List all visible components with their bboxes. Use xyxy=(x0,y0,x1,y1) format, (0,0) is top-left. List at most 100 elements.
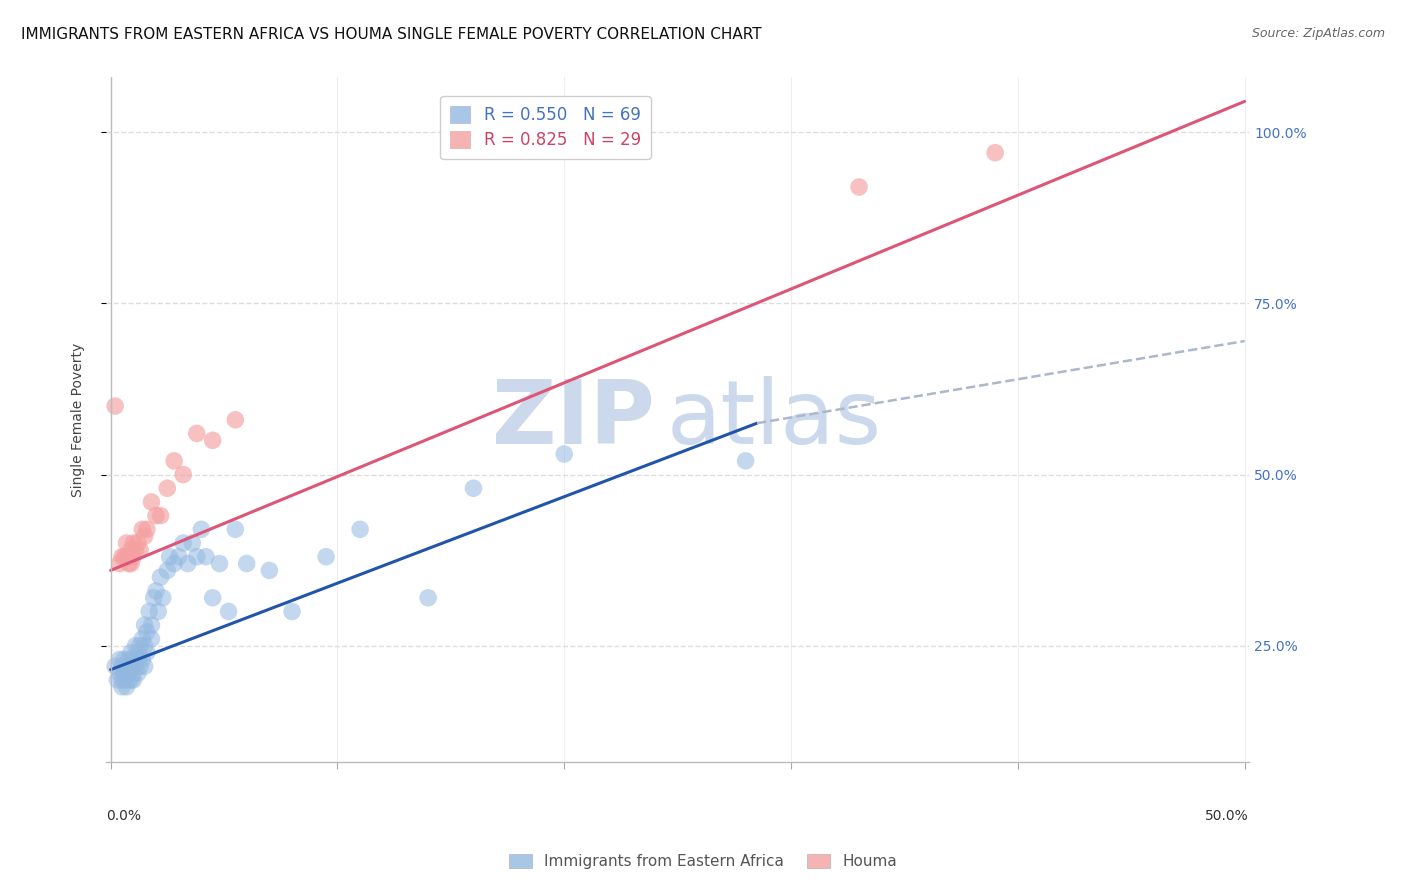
Point xyxy=(107,673,129,687)
Point xyxy=(141,618,163,632)
Point xyxy=(177,557,200,571)
Point xyxy=(418,591,440,605)
Point xyxy=(134,618,156,632)
Point xyxy=(127,666,149,681)
Point xyxy=(349,522,371,536)
Point xyxy=(224,522,246,536)
Text: 50.0%: 50.0% xyxy=(1205,809,1249,823)
Point xyxy=(120,542,142,557)
Point xyxy=(156,481,179,495)
Point xyxy=(127,652,149,666)
Point xyxy=(124,659,146,673)
Point xyxy=(463,481,485,495)
Point xyxy=(127,536,149,550)
Point xyxy=(115,666,138,681)
Point xyxy=(111,673,134,687)
Point xyxy=(135,646,157,660)
Point xyxy=(115,680,138,694)
Point xyxy=(134,659,156,673)
Point xyxy=(127,646,149,660)
Y-axis label: Single Female Poverty: Single Female Poverty xyxy=(72,343,86,497)
Point xyxy=(112,549,135,564)
Point xyxy=(124,639,146,653)
Point xyxy=(163,557,186,571)
Legend: R = 0.550   N = 69, R = 0.825   N = 29: R = 0.550 N = 69, R = 0.825 N = 29 xyxy=(440,96,651,159)
Point xyxy=(138,605,160,619)
Text: IMMIGRANTS FROM EASTERN AFRICA VS HOUMA SINGLE FEMALE POVERTY CORRELATION CHART: IMMIGRANTS FROM EASTERN AFRICA VS HOUMA … xyxy=(21,27,762,42)
Text: Source: ZipAtlas.com: Source: ZipAtlas.com xyxy=(1251,27,1385,40)
Point xyxy=(111,659,134,673)
Legend: Immigrants from Eastern Africa, Houma: Immigrants from Eastern Africa, Houma xyxy=(503,848,903,875)
Point xyxy=(135,522,157,536)
Point xyxy=(122,549,145,564)
Point xyxy=(141,632,163,646)
Point xyxy=(122,659,145,673)
Point xyxy=(118,549,141,564)
Point xyxy=(848,180,870,194)
Point xyxy=(134,639,156,653)
Text: ZIP: ZIP xyxy=(492,376,655,463)
Point xyxy=(118,659,141,673)
Point xyxy=(186,549,208,564)
Point xyxy=(142,591,165,605)
Point xyxy=(141,495,163,509)
Point xyxy=(122,536,145,550)
Point xyxy=(122,666,145,681)
Point xyxy=(112,652,135,666)
Point xyxy=(148,605,170,619)
Point xyxy=(149,570,172,584)
Text: 0.0%: 0.0% xyxy=(105,809,141,823)
Point xyxy=(115,536,138,550)
Point xyxy=(118,673,141,687)
Point xyxy=(149,508,172,523)
Point xyxy=(734,454,756,468)
Point xyxy=(984,145,1007,160)
Point xyxy=(112,666,135,681)
Point xyxy=(235,557,257,571)
Point xyxy=(172,536,194,550)
Point xyxy=(181,536,204,550)
Point xyxy=(120,659,142,673)
Point xyxy=(186,426,208,441)
Point xyxy=(118,666,141,681)
Point xyxy=(120,673,142,687)
Point xyxy=(259,563,281,577)
Point xyxy=(104,399,127,413)
Point xyxy=(201,434,224,448)
Point xyxy=(112,673,135,687)
Point xyxy=(122,652,145,666)
Point xyxy=(152,591,174,605)
Point xyxy=(201,591,224,605)
Point xyxy=(131,522,153,536)
Point xyxy=(553,447,575,461)
Point xyxy=(159,549,181,564)
Point xyxy=(224,413,246,427)
Point xyxy=(111,680,134,694)
Point xyxy=(111,549,134,564)
Point xyxy=(108,666,131,681)
Point xyxy=(115,549,138,564)
Text: atlas: atlas xyxy=(666,376,882,463)
Point xyxy=(104,659,127,673)
Point xyxy=(120,557,142,571)
Point xyxy=(120,646,142,660)
Point xyxy=(118,557,141,571)
Point xyxy=(129,542,152,557)
Point xyxy=(218,605,240,619)
Point xyxy=(315,549,337,564)
Point xyxy=(281,605,304,619)
Point xyxy=(194,549,217,564)
Point xyxy=(131,652,153,666)
Point xyxy=(122,673,145,687)
Point xyxy=(129,639,152,653)
Point xyxy=(208,557,231,571)
Point xyxy=(129,659,152,673)
Point xyxy=(145,583,167,598)
Point xyxy=(118,652,141,666)
Point xyxy=(124,542,146,557)
Point xyxy=(134,529,156,543)
Point xyxy=(172,467,194,482)
Point xyxy=(108,557,131,571)
Point xyxy=(190,522,212,536)
Point xyxy=(156,563,179,577)
